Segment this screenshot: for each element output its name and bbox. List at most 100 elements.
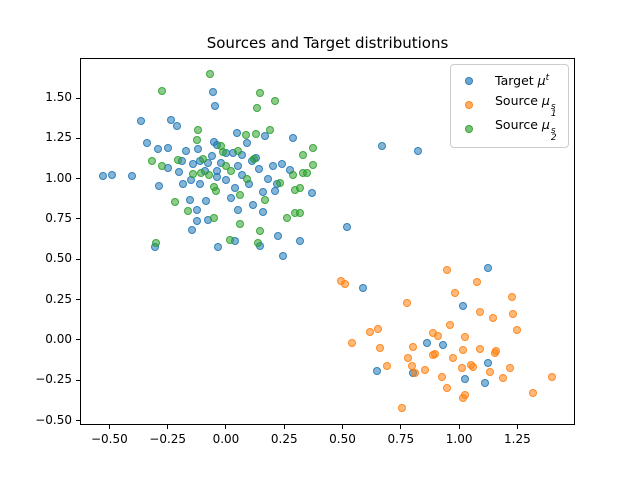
scatter-point	[231, 184, 240, 193]
scatter-point	[214, 243, 223, 252]
scatter-point	[376, 344, 385, 353]
scatter-point	[467, 360, 475, 369]
scatter-point	[152, 239, 160, 248]
scatter-point	[193, 217, 202, 226]
scatter-point	[207, 152, 216, 161]
scatter-point	[277, 159, 286, 168]
scatter-point	[195, 179, 204, 188]
scatter-point	[288, 134, 297, 142]
scatter-point	[302, 169, 311, 178]
legend-marker-icon	[465, 101, 473, 109]
scatter-point	[221, 161, 230, 170]
scatter-point	[273, 232, 282, 241]
scatter-point	[187, 226, 196, 235]
scatter-point	[449, 354, 458, 363]
scatter-point	[508, 293, 517, 302]
scatter-point	[170, 198, 179, 207]
scatter-point	[377, 142, 386, 151]
scatter-point	[270, 187, 279, 196]
scatter-point	[193, 144, 202, 153]
y-tick-mark	[76, 218, 80, 220]
chart-title: Sources and Target distributions	[206, 34, 449, 52]
scatter-point	[242, 130, 250, 139]
x-tick-label: 0.50	[329, 432, 356, 446]
scatter-point	[459, 301, 468, 310]
scatter-point	[373, 325, 382, 333]
y-tick-mark	[76, 379, 80, 381]
scatter-point	[221, 176, 230, 185]
scatter-point	[166, 115, 175, 124]
x-tick-mark	[225, 425, 227, 429]
scatter-point	[233, 205, 242, 214]
scatter-point	[414, 147, 423, 156]
scatter-point	[476, 345, 485, 354]
x-tick-label: 0.25	[270, 432, 298, 446]
scatter-point	[226, 166, 235, 175]
scatter-point	[212, 173, 221, 182]
y-tick-mark	[76, 97, 80, 99]
y-tick-label: 0.75	[45, 210, 72, 225]
scatter-point	[260, 132, 269, 141]
y-tick-mark	[76, 299, 80, 301]
scatter-point	[307, 189, 316, 198]
scatter-point	[211, 102, 219, 111]
scatter-point	[183, 207, 192, 216]
scatter-point	[204, 170, 213, 179]
scatter-point	[226, 194, 235, 203]
scatter-point	[431, 350, 440, 359]
scatter-point	[442, 265, 451, 274]
scatter-point	[422, 339, 431, 348]
scatter-point	[197, 169, 205, 178]
scatter-point	[505, 364, 514, 373]
scatter-point	[163, 144, 172, 153]
scatter-point	[205, 69, 214, 78]
scatter-point	[268, 161, 277, 170]
scatter-point	[336, 277, 345, 286]
scatter-point	[547, 373, 556, 382]
scatter-point	[404, 354, 413, 363]
scatter-point	[153, 144, 162, 153]
scatter-point	[484, 359, 493, 368]
scatter-point	[488, 314, 497, 323]
scatter-point	[473, 277, 482, 286]
scatter-point	[276, 179, 285, 188]
scatter-point	[270, 97, 279, 106]
scatter-point	[259, 187, 268, 196]
scatter-point	[107, 170, 116, 179]
x-tick-label: −0.50	[90, 432, 128, 446]
y-tick-mark	[76, 258, 80, 260]
y-tick-label: 0.50	[45, 251, 72, 266]
scatter-point	[442, 384, 451, 393]
scatter-point	[491, 346, 500, 355]
scatter-point	[512, 325, 521, 334]
scatter-point	[295, 184, 304, 193]
scatter-point	[308, 144, 317, 153]
y-tick-label: −0.25	[35, 372, 72, 387]
scatter-point	[242, 174, 251, 183]
y-tick-label: −0.50	[35, 412, 72, 427]
scatter-point	[142, 139, 151, 147]
legend-label: Target μt	[495, 73, 550, 89]
scatter-point	[434, 331, 443, 340]
scatter-point	[155, 182, 164, 191]
scatter-point	[204, 159, 212, 168]
scatter-point	[173, 155, 182, 164]
scatter-point	[481, 379, 489, 388]
scatter-point	[182, 147, 191, 156]
scatter-point	[179, 179, 188, 188]
scatter-point	[397, 404, 406, 413]
scatter-point	[252, 104, 261, 112]
scatter-point	[232, 129, 241, 137]
x-tick-mark	[400, 425, 402, 429]
scatter-point	[189, 169, 198, 178]
scatter-point	[263, 174, 272, 183]
scatter-point	[342, 223, 351, 232]
scatter-point	[348, 339, 357, 348]
x-tick-label: 0.00	[212, 432, 240, 446]
scatter-point	[450, 289, 459, 298]
scatter-point	[172, 122, 181, 131]
